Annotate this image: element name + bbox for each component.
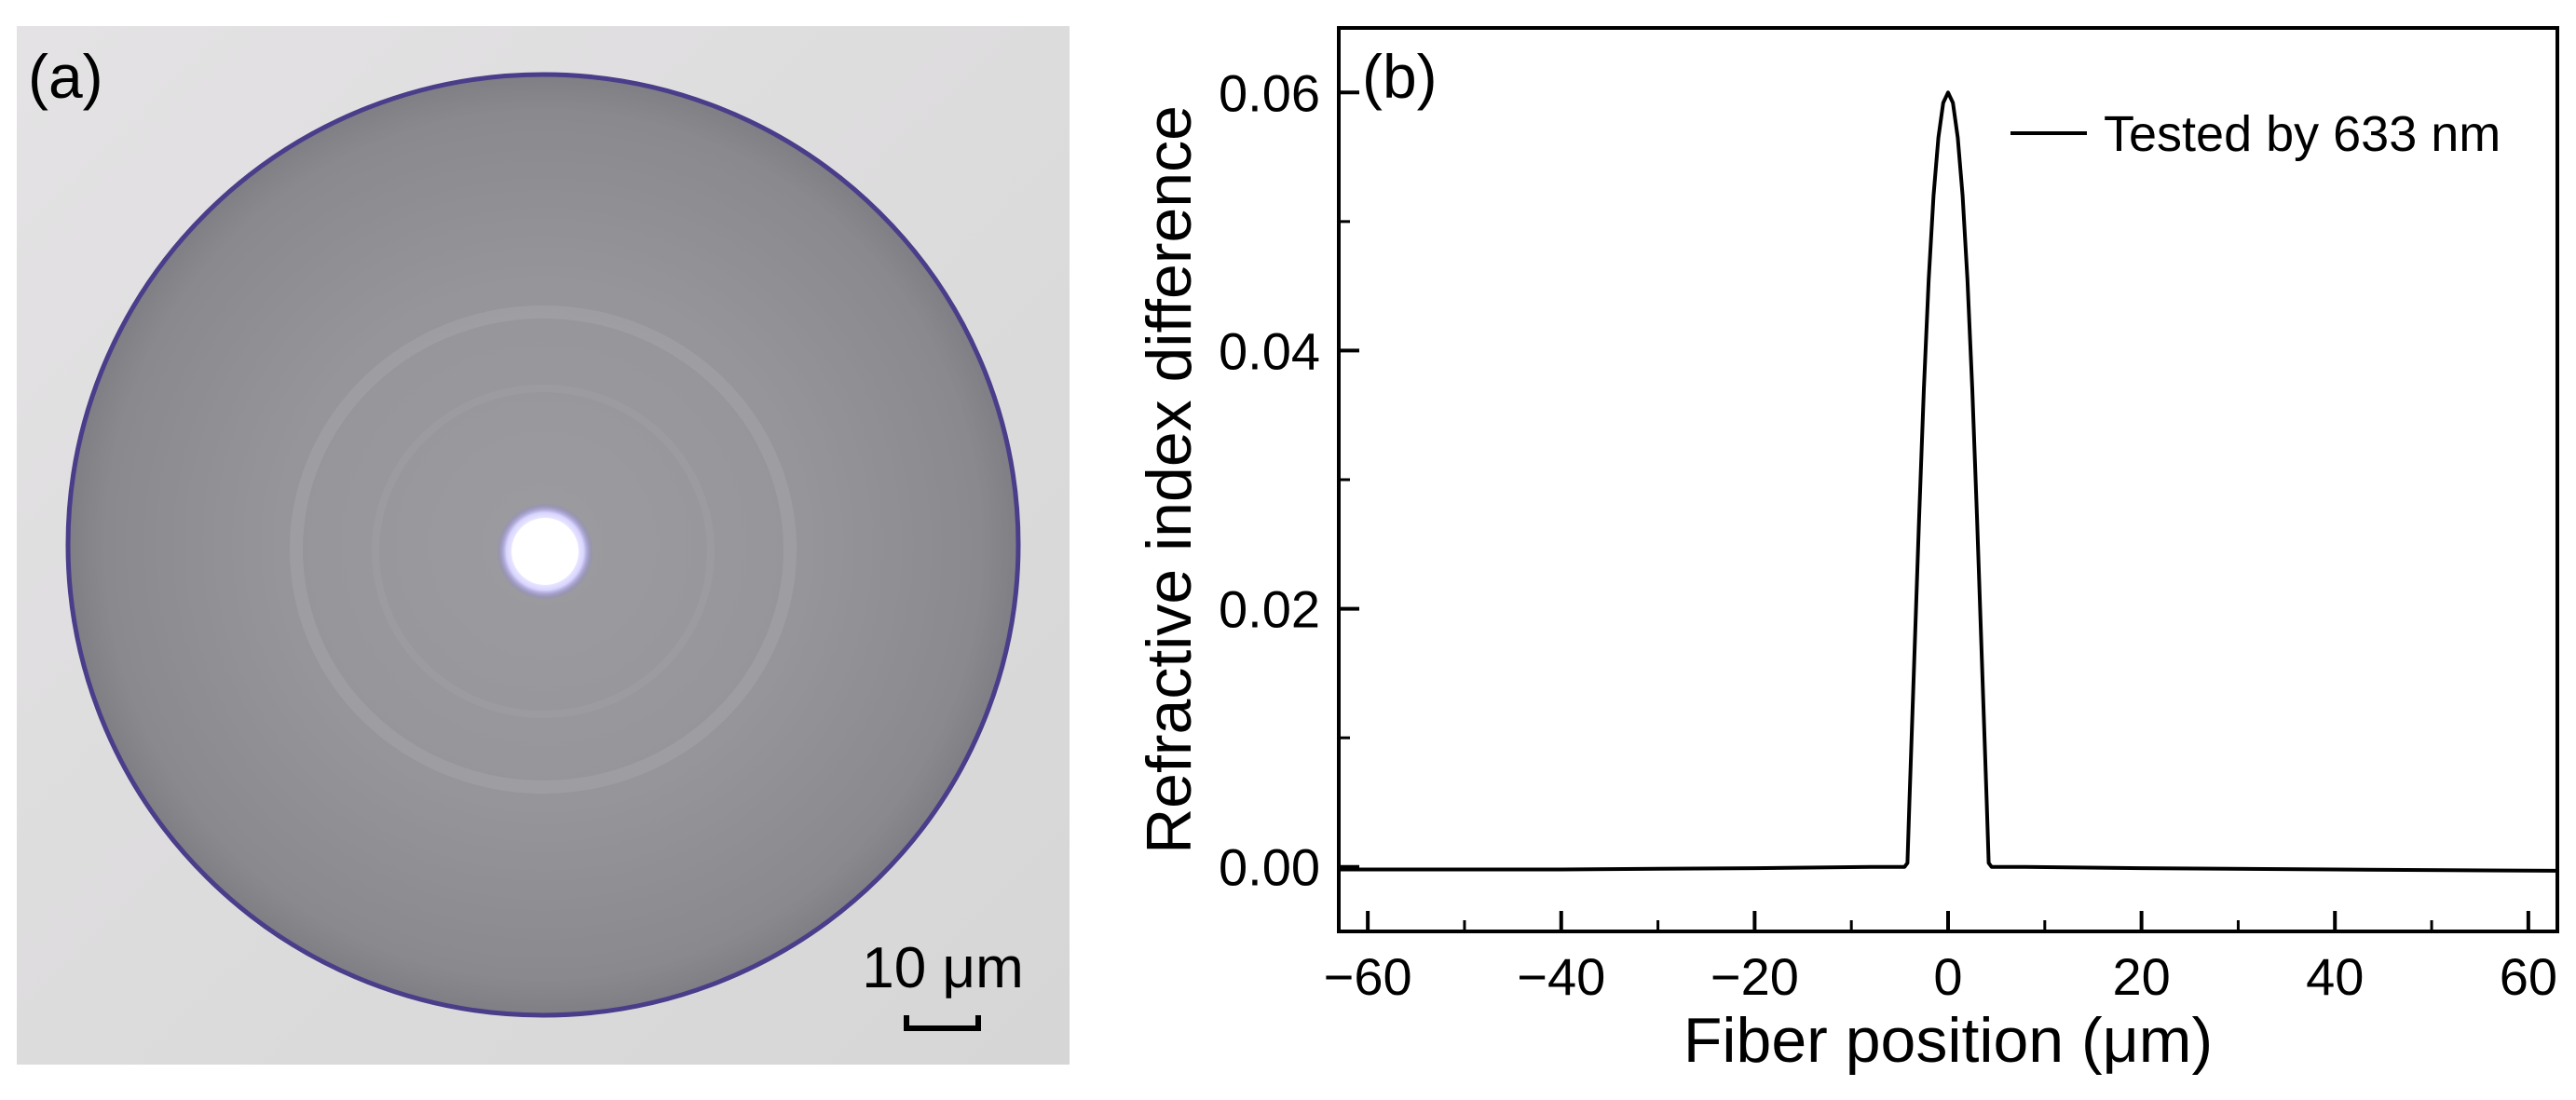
fiber-inner-ring (372, 385, 715, 718)
x-tick-label: 40 (2306, 947, 2364, 1006)
x-tick-label: 60 (2500, 947, 2557, 1006)
series-line-tested-by-633nm (1339, 90, 2558, 873)
legend-entry-label: Tested by 633 nm (2104, 106, 2501, 162)
y-tick-label: 0.00 (1219, 838, 1320, 897)
y-axis-label: Refractive index difference (1134, 105, 1205, 854)
y-tick-label: 0.04 (1219, 321, 1320, 380)
panel-b-chart: 0.00 0.02 0.04 0.06 −60 −40 −20 0 20 40 60 (b) Te… (1134, 26, 2559, 1076)
y-tick-label: 0.02 (1219, 580, 1320, 639)
panel-b-label: (b) (1362, 42, 1438, 111)
panel-a: (a) 10 μm (17, 26, 1070, 1065)
x-tick-label: −60 (1324, 947, 1412, 1006)
scale-bar (904, 1015, 981, 1031)
legend: Tested by 633 nm (2010, 106, 2501, 162)
fiber-halo-ring (290, 306, 797, 794)
scale-bar-label: 10 μm (862, 936, 1024, 1000)
fiber-core (511, 518, 579, 585)
y-tick-label: 0.06 (1219, 63, 1320, 122)
x-tick-label: −40 (1517, 947, 1605, 1006)
x-axis: −60 −40 −20 0 20 40 60 (1324, 911, 2557, 1006)
x-tick-label: 0 (1933, 947, 1962, 1006)
x-tick-label: −20 (1711, 947, 1799, 1006)
plot-frame (1337, 26, 2559, 933)
fiber-rim (65, 72, 1021, 1018)
panel-a-label: (a) (28, 42, 103, 111)
y-axis: 0.00 0.02 0.04 0.06 (1219, 63, 1359, 897)
x-axis-label: Fiber position (μm) (1683, 1005, 2213, 1076)
x-tick-label: 20 (2112, 947, 2170, 1006)
